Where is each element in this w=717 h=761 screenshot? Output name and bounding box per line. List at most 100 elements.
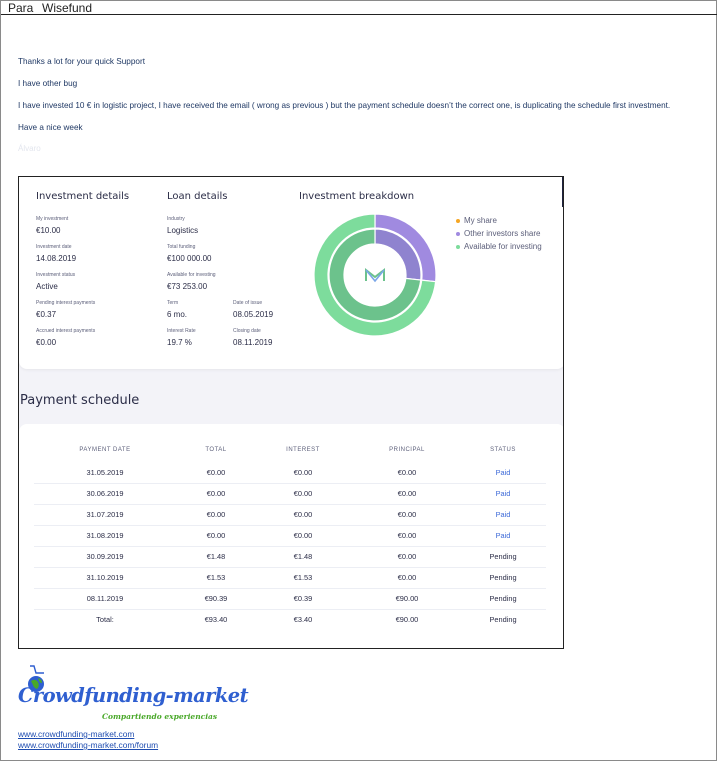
table-cell: 31.07.2019 (86, 510, 124, 519)
industry-value: Logistics (167, 226, 199, 235)
table-cell: 30.09.2019 (86, 552, 124, 561)
status-cell[interactable]: Paid (495, 489, 511, 498)
table-cell: €0.00 (397, 531, 417, 540)
recipient-name[interactable]: Wisefund (42, 1, 93, 15)
website-link[interactable]: www.crowdfunding-market.com (18, 729, 135, 739)
my-investment-value: €10.00 (36, 226, 61, 235)
table-cell: €0.00 (206, 510, 226, 519)
outer-slice-available-for-investing (313, 213, 437, 337)
faded-signature: Álvaro (18, 144, 41, 153)
legend-dot-icon (456, 244, 460, 249)
closing-date-label: Closing date (233, 328, 261, 334)
logo-mark-icon (365, 267, 385, 283)
pending-interest-value: €0.37 (36, 310, 57, 319)
loan-details-title: Loan details (167, 191, 228, 202)
row-divider (34, 609, 546, 610)
interest-rate-value: 19.7 % (167, 338, 192, 347)
legend-my-share: My share (456, 216, 497, 225)
table-cell: €0.00 (293, 468, 313, 477)
col-payment-date: PAYMENT DATE (79, 447, 131, 453)
table-cell: 31.10.2019 (86, 573, 124, 582)
table-cell: €1.48 (206, 552, 226, 561)
col-principal: PRINCIPAL (389, 447, 425, 453)
email-line-1: Thanks a lot for your quick Support (18, 57, 145, 66)
date-of-issue-value: 08.05.2019 (233, 310, 274, 319)
total-cell: Total: (96, 615, 114, 624)
term-value: 6 mo. (167, 310, 188, 319)
legend-available: Available for investing (456, 242, 542, 251)
table-cell: €0.00 (293, 510, 313, 519)
breakdown-title: Investment breakdown (299, 191, 415, 202)
closing-date-value: 08.11.2019 (233, 338, 273, 347)
investment-status-value: Active (36, 282, 58, 291)
row-divider (34, 483, 546, 484)
table-cell: €0.00 (293, 489, 313, 498)
investment-date-value: 14.08.2019 (36, 254, 77, 263)
status-cell[interactable]: Paid (495, 510, 511, 519)
payment-schedule-table: PAYMENT DATE TOTAL INTEREST PRINCIPAL ST… (19, 424, 563, 648)
investment-status-label: Investment status (36, 272, 76, 278)
col-status: STATUS (490, 447, 516, 453)
crowdfunding-market-logo (28, 665, 44, 692)
table-cell: €0.00 (397, 573, 417, 582)
legend-dot-icon (456, 218, 460, 223)
table-cell: €0.00 (397, 489, 417, 498)
accrued-interest-value: €0.00 (36, 338, 57, 347)
pending-interest-label: Pending interest payments (36, 300, 96, 306)
total-funding-label: Total funding (167, 244, 196, 250)
table-cell: €90.00 (395, 594, 419, 603)
donut-center (344, 244, 406, 306)
total-cell: €90.00 (395, 615, 419, 624)
status-cell[interactable]: Paid (495, 531, 511, 540)
table-cell: €0.00 (206, 531, 226, 540)
table-cell: 31.05.2019 (86, 468, 124, 477)
logo-wordmark: Crowdfunding-market (18, 684, 249, 707)
table-cell: €1.53 (206, 573, 226, 582)
to-label: Para (8, 1, 34, 15)
status-cell: Pending (489, 594, 517, 603)
accrued-interest-label: Accrued interest payments (36, 328, 96, 334)
row-divider (34, 504, 546, 505)
cart-globe-icon (28, 665, 44, 692)
status-cell: Pending (489, 552, 517, 561)
table-cell: €0.00 (397, 552, 417, 561)
legend-label: Other investors share (464, 229, 541, 238)
date-of-issue-label: Date of issue (233, 300, 263, 306)
term-label: Term (167, 300, 179, 306)
row-divider (34, 546, 546, 547)
my-investment-label: My investment (36, 216, 69, 222)
row-divider (34, 525, 546, 526)
forum-link[interactable]: www.crowdfunding-market.com/forum (18, 740, 159, 750)
col-total: TOTAL (205, 447, 227, 453)
table-cell: €0.39 (293, 594, 313, 603)
table-cell: €1.53 (293, 573, 313, 582)
available-label: Available for investing (167, 272, 216, 278)
table-cell: €0.00 (206, 468, 226, 477)
industry-label: Industry (167, 216, 185, 222)
available-value: €73 253.00 (167, 282, 208, 291)
investment-date-label: Investment date (36, 244, 72, 250)
recipient-bar: Para Wisefund (1, 1, 717, 15)
table-cell: €1.48 (293, 552, 313, 561)
table-cell: €0.00 (397, 468, 417, 477)
table-cell: €0.00 (293, 531, 313, 540)
table-cell: €90.39 (204, 594, 228, 603)
investment-details-title: Investment details (36, 191, 130, 202)
table-cell: 30.06.2019 (86, 489, 124, 498)
total-cell: €3.40 (293, 615, 313, 624)
legend-label: My share (464, 216, 497, 225)
email-line-2: I have other bug (18, 79, 78, 88)
embedded-screenshot: Investment details My investment €10.00 … (18, 176, 564, 649)
total-cell: Pending (489, 615, 517, 624)
table-cell: 08.11.2019 (86, 594, 124, 603)
row-divider (34, 567, 546, 568)
table-cell: €0.00 (397, 510, 417, 519)
table-cell: €0.00 (206, 489, 226, 498)
status-cell[interactable]: Paid (495, 468, 511, 477)
legend-other-investors: Other investors share (456, 229, 540, 238)
email-line-3: I have invested 10 € in logistic project… (18, 101, 671, 110)
status-cell: Pending (489, 573, 517, 582)
interest-rate-label: Interest Rate (167, 328, 196, 334)
legend-dot-icon (456, 231, 460, 236)
